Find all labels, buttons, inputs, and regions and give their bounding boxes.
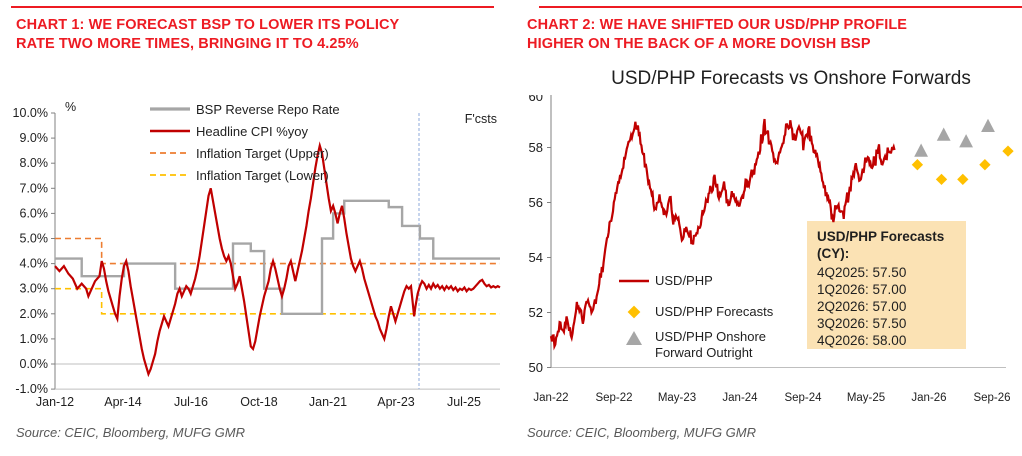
svg-text:4.0%: 4.0% <box>20 257 49 271</box>
svg-text:8.0%: 8.0% <box>20 156 49 170</box>
svg-text:USD/PHP: USD/PHP <box>655 273 713 288</box>
svg-text:60: 60 <box>529 95 543 104</box>
svg-text:Jan-12: Jan-12 <box>36 395 74 409</box>
svg-text:Jan-22: Jan-22 <box>533 392 568 404</box>
svg-text:May-23: May-23 <box>658 392 696 404</box>
svg-text:Sep-22: Sep-22 <box>595 392 632 404</box>
svg-text:52: 52 <box>529 305 543 320</box>
svg-text:Jan-26: Jan-26 <box>911 392 946 404</box>
svg-text:50: 50 <box>529 360 543 375</box>
svg-text:10.0%: 10.0% <box>13 106 48 120</box>
svg-text:Jan-24: Jan-24 <box>722 392 758 404</box>
svg-text:4Q2025: 57.50: 4Q2025: 57.50 <box>817 265 906 280</box>
svg-text:3Q2026: 57.50: 3Q2026: 57.50 <box>817 316 906 331</box>
svg-text:Jul-25: Jul-25 <box>447 395 481 409</box>
svg-text:%: % <box>65 100 76 114</box>
svg-text:Forward Outright: Forward Outright <box>655 345 753 360</box>
svg-text:5.0%: 5.0% <box>20 232 49 246</box>
svg-text:F'csts: F'csts <box>465 112 497 126</box>
svg-text:3.0%: 3.0% <box>20 282 49 296</box>
svg-text:Jul-16: Jul-16 <box>174 395 208 409</box>
svg-text:54: 54 <box>529 250 543 265</box>
svg-text:9.0%: 9.0% <box>20 131 49 145</box>
svg-text:USD/PHP Onshore: USD/PHP Onshore <box>655 329 766 344</box>
svg-text:Jan-21: Jan-21 <box>309 395 347 409</box>
svg-text:6.0%: 6.0% <box>20 206 49 220</box>
svg-text:2Q2026: 57.00: 2Q2026: 57.00 <box>817 299 906 314</box>
svg-text:Apr-14: Apr-14 <box>104 395 142 409</box>
svg-text:56: 56 <box>529 195 543 210</box>
svg-text:May-25: May-25 <box>847 392 885 404</box>
svg-text:Apr-23: Apr-23 <box>377 395 415 409</box>
svg-text:USD/PHP Forecasts: USD/PHP Forecasts <box>655 304 774 319</box>
svg-text:4Q2026: 58.00: 4Q2026: 58.00 <box>817 333 906 348</box>
svg-text:Sep-26: Sep-26 <box>973 392 1010 404</box>
svg-text:1Q2026: 57.00: 1Q2026: 57.00 <box>817 282 906 297</box>
svg-text:1.0%: 1.0% <box>20 332 49 346</box>
svg-text:0.0%: 0.0% <box>20 357 49 371</box>
svg-text:USD/PHP Forecasts: USD/PHP Forecasts <box>817 229 944 244</box>
svg-text:Oct-18: Oct-18 <box>240 395 278 409</box>
svg-text:Sep-24: Sep-24 <box>784 392 822 404</box>
svg-text:58: 58 <box>529 140 543 155</box>
svg-text:-1.0%: -1.0% <box>15 382 48 396</box>
svg-text:7.0%: 7.0% <box>20 181 49 195</box>
svg-text:2.0%: 2.0% <box>20 307 49 321</box>
svg-text:(CY):: (CY): <box>817 246 849 261</box>
